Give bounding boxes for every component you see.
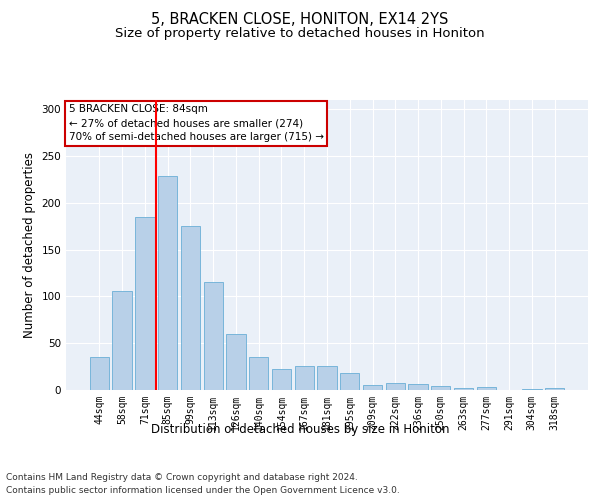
Bar [545,388,564,390]
Bar [454,388,473,390]
Bar [522,389,542,390]
Bar [409,384,428,390]
Bar [112,291,132,390]
Bar [249,358,268,390]
Bar [363,386,382,390]
Bar [226,334,245,390]
Text: 5 BRACKEN CLOSE: 84sqm
← 27% of detached houses are smaller (274)
70% of semi-de: 5 BRACKEN CLOSE: 84sqm ← 27% of detached… [68,104,323,142]
Bar [203,282,223,390]
Bar [295,366,314,390]
Bar [158,176,178,390]
Bar [431,386,451,390]
Text: Size of property relative to detached houses in Honiton: Size of property relative to detached ho… [115,28,485,40]
Bar [272,370,291,390]
Text: Contains HM Land Registry data © Crown copyright and database right 2024.: Contains HM Land Registry data © Crown c… [6,472,358,482]
Bar [386,382,405,390]
Bar [476,387,496,390]
Bar [340,373,359,390]
Bar [90,358,109,390]
Bar [181,226,200,390]
Text: Distribution of detached houses by size in Honiton: Distribution of detached houses by size … [151,422,449,436]
Y-axis label: Number of detached properties: Number of detached properties [23,152,36,338]
Text: 5, BRACKEN CLOSE, HONITON, EX14 2YS: 5, BRACKEN CLOSE, HONITON, EX14 2YS [151,12,449,28]
Bar [135,217,155,390]
Text: Contains public sector information licensed under the Open Government Licence v3: Contains public sector information licen… [6,486,400,495]
Bar [317,366,337,390]
